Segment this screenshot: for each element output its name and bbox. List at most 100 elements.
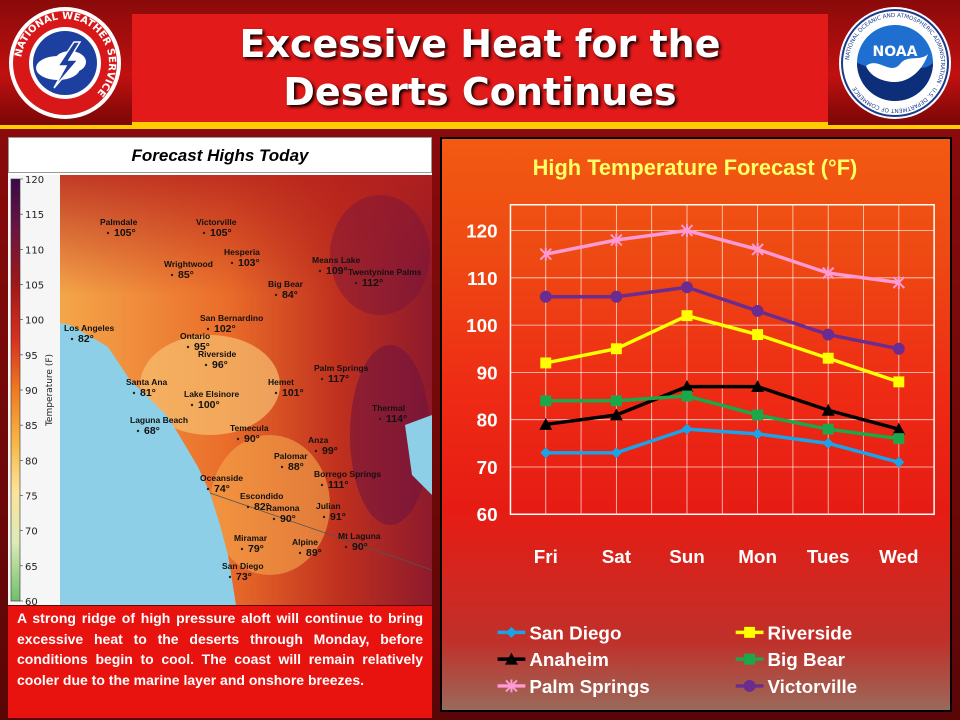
series-line: [545, 394, 900, 441]
temperature-colorbar: 120 115 110 105 100 95 90 85 80 75 70 65 60 Temperat…: [8, 175, 60, 605]
map-city-dot: [106, 231, 110, 235]
data-point: [821, 403, 835, 416]
series-0: [540, 423, 905, 468]
map-city-name: Twentynine Palms: [348, 267, 422, 277]
map-city-temp: 74°: [214, 483, 230, 495]
map-city-temp: 102°: [214, 323, 236, 335]
map-city-name: Alpine: [292, 537, 318, 547]
map-city-temp: 101°: [282, 387, 304, 399]
map-city-dot: [190, 403, 194, 407]
map-city-dot: [320, 483, 324, 487]
map-city-name: Ramona: [266, 503, 300, 513]
data-point: [751, 304, 764, 317]
map-city-name: Anza: [308, 435, 329, 445]
map-city-dot: [378, 417, 382, 421]
map-city-name: Lake Elsinore: [184, 389, 240, 399]
map-city-name: Palmdale: [100, 217, 138, 227]
map-city-temp: 88°: [288, 461, 304, 473]
map-city-dot: [318, 269, 322, 273]
map-city-temp: 85°: [178, 269, 194, 281]
page-title: Excessive Heat for the Deserts Continues: [132, 20, 828, 116]
data-point: [893, 376, 905, 388]
map-city-temp: 91°: [330, 511, 346, 523]
map-city-name: Hesperia: [224, 247, 260, 257]
header-divider: [0, 125, 960, 129]
map-city-name: Thermal: [372, 403, 405, 413]
data-point: [680, 380, 694, 393]
legend-item: Big Bear: [735, 649, 846, 670]
map-city-dot: [320, 377, 324, 381]
data-point: [610, 343, 622, 355]
map-city-temp: 105°: [210, 227, 232, 239]
nws-logo: NATIONAL WEATHER SERVICE: [9, 7, 121, 119]
x-tick-label: Sat: [602, 546, 632, 567]
map-city-name: Miramar: [234, 533, 268, 543]
map-city-name: Los Angeles: [64, 323, 114, 333]
map-city-name: Big Bear: [268, 279, 304, 289]
series-line: [545, 228, 900, 285]
y-tick-label: 100: [466, 315, 497, 336]
map-city-temp: 114°: [386, 413, 407, 425]
colorbar-tick-label: 90: [25, 386, 38, 397]
data-point: [892, 276, 905, 289]
map-city-temp: 103°: [238, 257, 260, 269]
map-city-temp: 111°: [328, 479, 349, 491]
map-city-name: Means Lake: [312, 255, 360, 265]
map-city-name: Hemet: [268, 377, 294, 387]
map-city-name: San Bernardino: [200, 313, 263, 323]
legend-item: Palm Springs: [497, 676, 650, 697]
data-point: [610, 290, 623, 303]
legend-label: Anaheim: [529, 649, 609, 670]
map-city-dot: [170, 273, 174, 277]
map-city-temp: 90°: [244, 433, 260, 445]
map-city-name: Wrightwood: [164, 259, 213, 269]
data-point: [610, 233, 623, 247]
y-tick-label: 80: [477, 410, 498, 431]
map-city-name: Borrego Springs: [314, 469, 381, 479]
legend-marker: [505, 626, 517, 638]
colorbar-tick-label: 75: [25, 492, 38, 503]
data-point: [752, 329, 764, 341]
temperature-chart: High Temperature Forecast (°F) 120 110 100…: [440, 137, 952, 712]
map-city-temp: 81°: [140, 387, 156, 399]
noaa-logo: NOAA NATIONAL OCEANIC AND ATMOSPHERIC AD…: [839, 7, 951, 119]
map-city-dot: [274, 293, 278, 297]
legend-label: Riverside: [767, 622, 852, 643]
y-tick-label: 60: [477, 504, 498, 525]
series-4: [539, 224, 905, 289]
map-city-temp: 82°: [78, 333, 94, 345]
data-point: [681, 310, 693, 322]
colorbar-tick-label: 85: [25, 421, 38, 432]
legend-marker: [743, 679, 756, 692]
colorbar-tick-label: 80: [25, 456, 38, 467]
map-city-name: Riverside: [198, 349, 237, 359]
map-city-temp: 117°: [328, 373, 349, 385]
data-point: [540, 357, 552, 369]
map-city-dot: [314, 449, 318, 453]
map-city-temp: 90°: [352, 541, 368, 553]
data-point: [892, 342, 905, 355]
series-2: [539, 380, 906, 435]
data-point: [892, 422, 906, 435]
map-city-dot: [246, 505, 250, 509]
x-tick-label: Tues: [807, 546, 850, 567]
map-city-dot: [354, 281, 358, 285]
title-line-1: Excessive Heat for the: [239, 22, 721, 66]
title-banner: Excessive Heat for the Deserts Continues: [132, 14, 828, 125]
map-city-temp: 73°: [236, 571, 252, 583]
series-line: [545, 427, 900, 464]
map-city-temp: 90°: [280, 513, 296, 525]
legend-label: Palm Springs: [529, 676, 649, 697]
colorbar-title: Temperature (F): [45, 354, 55, 427]
map-city-temp: 84°: [282, 289, 298, 301]
map-city-dot: [272, 517, 276, 521]
